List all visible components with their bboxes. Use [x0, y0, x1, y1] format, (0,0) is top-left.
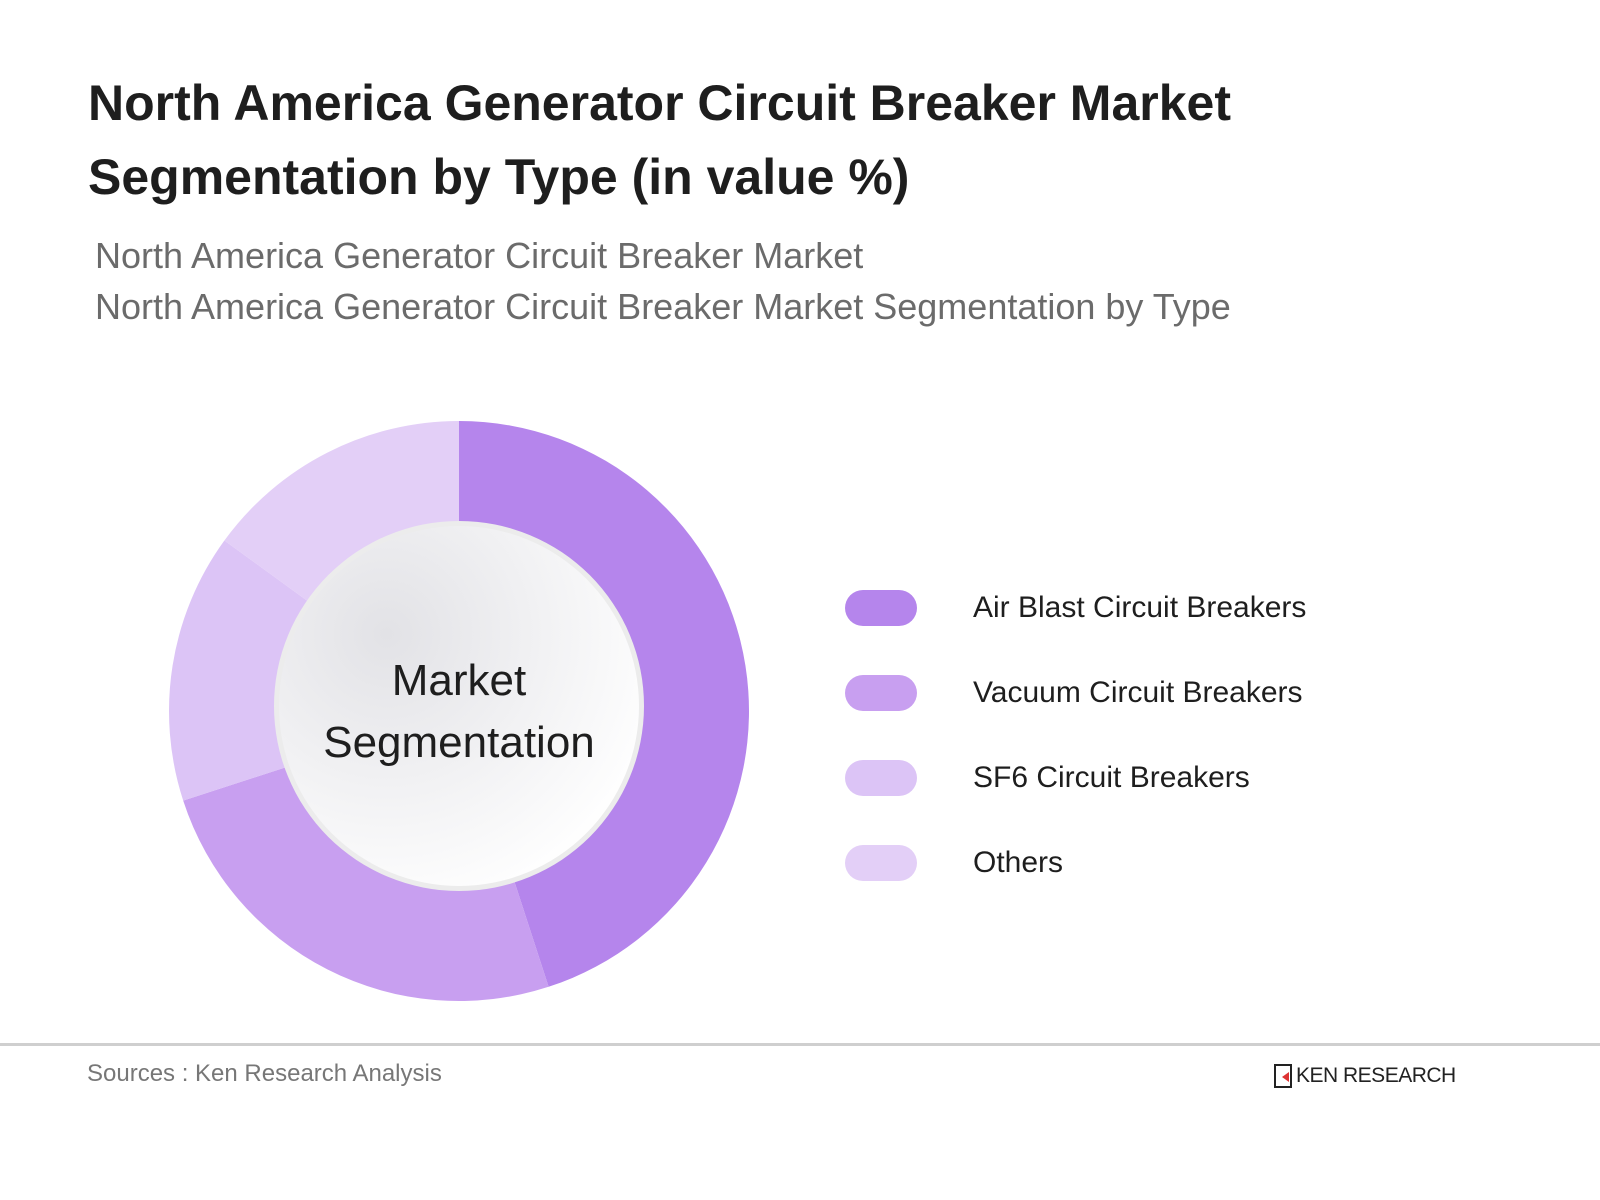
donut-slice-vacuum-circuit-breakers	[183, 757, 549, 1001]
legend-item-vacuum: Vacuum Circuit Breakers	[845, 650, 1303, 735]
center-disc	[279, 526, 639, 886]
legend-item-others: Others	[845, 820, 1063, 905]
center-label-line-1: Market	[391, 656, 527, 705]
legend-swatch	[845, 674, 917, 711]
source-note: Sources : Ken Research Analysis	[87, 1060, 442, 1087]
subtitle-line-2: North America Generator Circuit Breaker …	[95, 286, 1231, 327]
legend-item-sf6: SF6 Circuit Breakers	[845, 735, 1250, 820]
legend-item-air-blast: Air Blast Circuit Breakers	[845, 565, 1306, 650]
center-label-line-2: Segmentation	[323, 718, 595, 767]
center-label: Market Segmentation	[309, 650, 609, 774]
legend-swatch	[845, 844, 917, 881]
chart-subtitle: North America Generator Circuit Breaker …	[95, 230, 1231, 332]
legend-swatch	[845, 759, 917, 796]
legend-label: SF6 Circuit Breakers	[973, 760, 1250, 794]
legend: Air Blast Circuit Breakers Vacuum Circui…	[845, 565, 1306, 905]
logo-mark-icon	[1274, 1064, 1292, 1088]
subtitle-line-1: North America Generator Circuit Breaker …	[95, 235, 864, 276]
legend-label: Air Blast Circuit Breakers	[973, 590, 1307, 624]
chart-title: North America Generator Circuit Breaker …	[88, 75, 1231, 205]
legend-label: Others	[973, 845, 1064, 879]
logo-text: KEN RESEARCH	[1296, 1064, 1456, 1087]
ken-research-logo: KEN RESEARCH	[1274, 1064, 1456, 1088]
legend-label: Vacuum Circuit Breakers	[973, 675, 1303, 709]
legend-swatch	[845, 589, 917, 626]
footer-divider	[0, 1043, 1600, 1046]
